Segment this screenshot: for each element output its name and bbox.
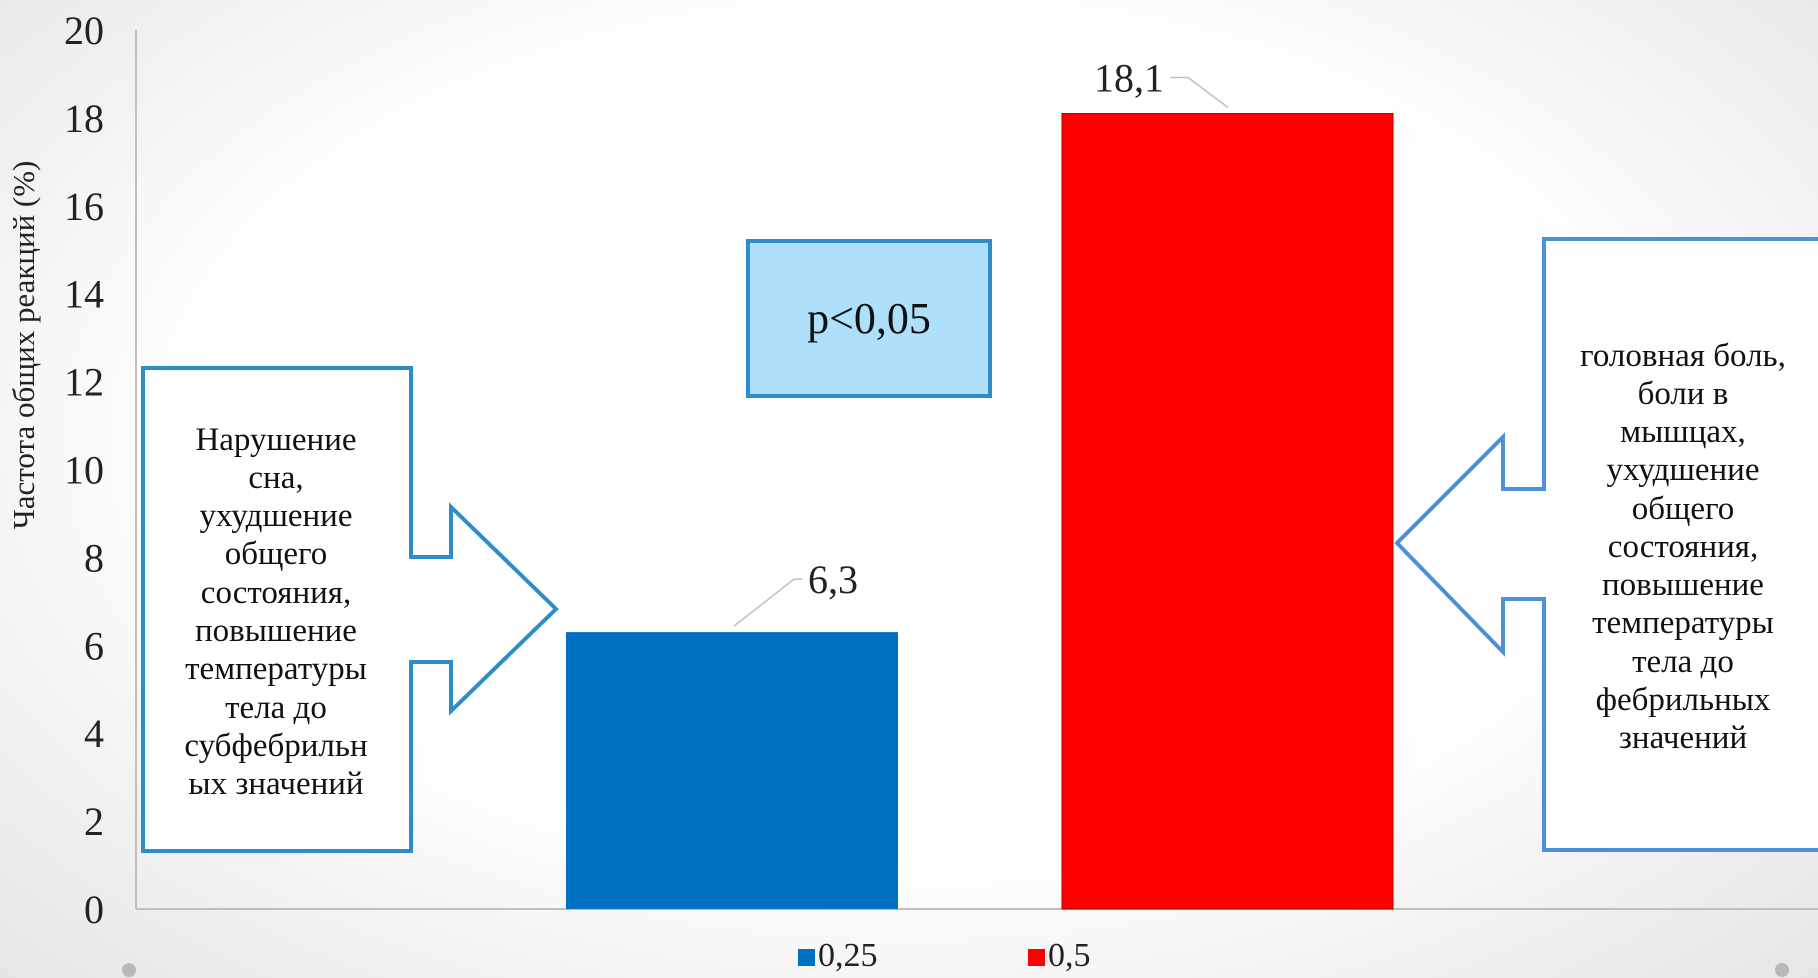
callout-line: Нарушение (195, 421, 357, 458)
y-tick-label: 20 (64, 8, 104, 53)
y-axis-label: Частота общих реакций (%) (6, 161, 41, 530)
legend[interactable]: 0,25 0,5 (798, 937, 1091, 974)
callout-line: температуры (1592, 605, 1774, 642)
data-label: 18,1 (1094, 56, 1164, 101)
y-tick-label: 2 (84, 799, 104, 844)
right-callout-text: головная боль, боли в мышцах, ухудшение обще… (1548, 252, 1818, 842)
callout-line: состояния, (1607, 528, 1759, 565)
y-tick-label: 4 (84, 711, 104, 756)
data-label: 6,3 (808, 557, 858, 602)
y-tick-label: 16 (64, 184, 104, 229)
callout-line: тела до (225, 689, 327, 726)
callout-line: повышение (1602, 567, 1764, 604)
y-axis-ticks: 0 2 4 6 8 10 12 14 16 18 20 (64, 8, 104, 932)
p-value-text: p<0,05 (807, 294, 931, 343)
callout-line: субфебрильн (184, 727, 368, 764)
callout-line: повышение (195, 613, 357, 649)
callout-line: значений (1618, 720, 1748, 757)
y-tick-label: 14 (64, 272, 104, 317)
legend-swatch-0,25 (798, 949, 815, 966)
callout-line: температуры (185, 651, 367, 688)
slide-dot-right (1775, 963, 1789, 977)
y-tick-label: 8 (84, 535, 104, 580)
legend-label-0,25[interactable]: 0,25 (818, 937, 878, 974)
y-tick-label: 10 (64, 448, 104, 493)
y-tick-label: 12 (64, 360, 104, 405)
callout-line: ых значений (188, 766, 364, 803)
callout-line: мышцах, (1620, 414, 1746, 451)
callout-line: общего (224, 536, 328, 573)
slide-dot-left (122, 963, 136, 977)
y-tick-label: 18 (64, 96, 104, 141)
bar-0,25 (566, 632, 898, 909)
y-tick-label: 6 (84, 623, 104, 668)
legend-label-0,5[interactable]: 0,5 (1048, 937, 1091, 974)
bars: 6,3 18,1 (566, 56, 1394, 910)
callout-line: общего (1631, 490, 1735, 527)
data-label-leader (1170, 76, 1229, 109)
left-callout-arrow-shape (141, 366, 559, 853)
legend-swatch-0,5 (1028, 949, 1045, 966)
callout-line: сна, (248, 459, 304, 496)
callout-line: головная боль, (1580, 337, 1786, 374)
callout-line: ухудшение (1606, 452, 1760, 489)
callout-line: ухудшение (199, 498, 353, 535)
callout-line: тела до (1632, 643, 1734, 680)
left-callout-text: Нарушение сна, ухудшение общего состояния, по… (150, 382, 402, 842)
callout-line: фебрильных (1595, 681, 1771, 718)
callout-line: боли в (1637, 375, 1729, 412)
callout-line: состояния, (200, 574, 352, 611)
right-callout-arrow-shape (1394, 237, 1818, 852)
data-label-leader (733, 578, 802, 627)
bar-0,5 (1061, 113, 1394, 910)
p-value-box: p<0,05 (746, 239, 992, 398)
y-tick-label: 0 (84, 887, 104, 932)
